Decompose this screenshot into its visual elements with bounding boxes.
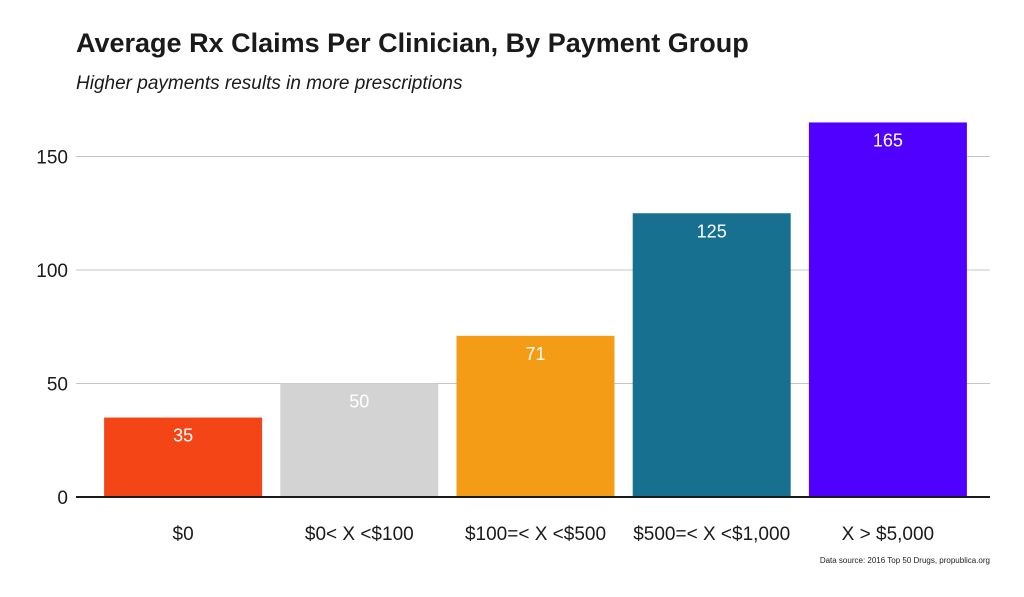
bar-value-label-2: 71 [525, 344, 545, 364]
bar-value-label-1: 50 [349, 392, 369, 412]
chart-title: Average Rx Claims Per Clinician, By Paym… [76, 28, 749, 58]
y-tick-label-100: 100 [36, 261, 68, 282]
bar-0 [104, 417, 263, 497]
x-tick-label-1: $0< X <$100 [305, 524, 414, 545]
x-tick-label-0: $0 [173, 524, 194, 545]
x-tick-label-3: $500=< X <$1,000 [633, 524, 790, 545]
bar-value-label-4: 165 [873, 130, 903, 150]
data-source-note: Data source: 2016 Top 50 Drugs, propubli… [819, 556, 990, 565]
bar-4 [808, 122, 967, 497]
y-tick-label-50: 50 [47, 375, 68, 396]
x-tick-label-4: X > $5,000 [842, 524, 934, 545]
y-tick-label-0: 0 [57, 488, 68, 509]
bar-2 [456, 335, 615, 497]
x-tick-label-2: $100=< X <$500 [465, 524, 606, 545]
chart-subtitle: Higher payments results in more prescrip… [76, 73, 463, 94]
bar-3 [632, 213, 791, 497]
y-tick-label-150: 150 [36, 148, 68, 169]
bar-value-label-3: 125 [697, 221, 727, 241]
bar-1 [280, 383, 439, 497]
bar-value-label-0: 35 [173, 426, 193, 446]
